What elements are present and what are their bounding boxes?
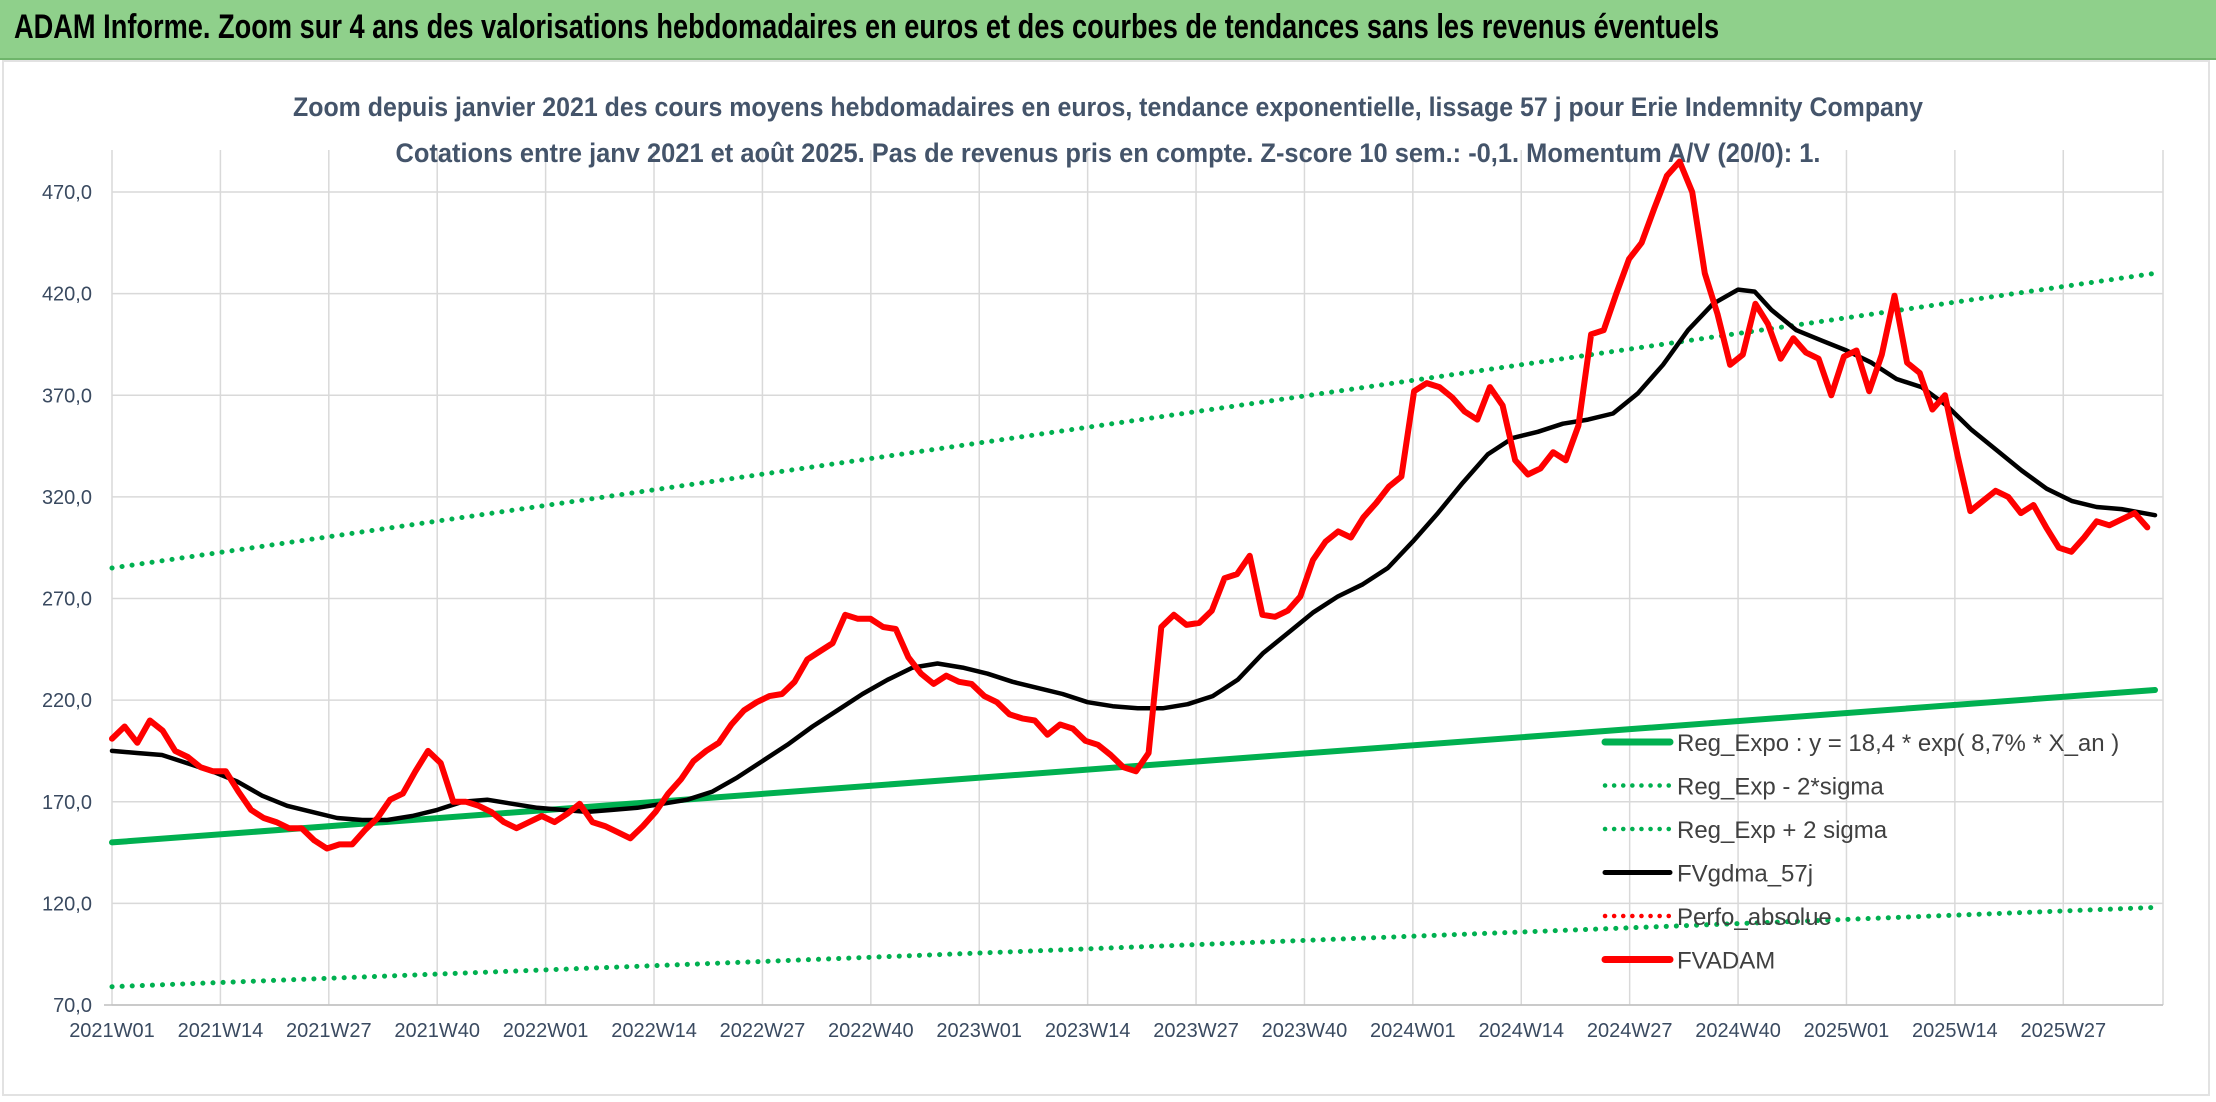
chart-title: Zoom depuis janvier 2021 des cours moyen… — [293, 92, 1923, 122]
grid-layer — [104, 150, 2164, 1006]
y-tick-label: 220,0 — [42, 690, 92, 712]
legend-label: Reg_Exp - 2*sigma — [1677, 774, 1884, 801]
legend-label: Reg_Exp + 2 sigma — [1677, 817, 1888, 844]
x-tick-label: 2023W40 — [1262, 1020, 1348, 1042]
x-tick-label: 2024W40 — [1695, 1020, 1781, 1042]
chart-subtitle: Cotations entre janv 2021 et août 2025. … — [396, 138, 1821, 168]
x-tick-label: 2022W01 — [503, 1020, 589, 1042]
x-tick-label: 2023W14 — [1045, 1020, 1131, 1042]
y-tick-label: 270,0 — [42, 589, 92, 611]
x-tick-label: 2021W40 — [394, 1020, 480, 1042]
series-line-5 — [109, 158, 2151, 852]
report-banner: ADAM Informe. Zoom sur 4 ans des valoris… — [0, 0, 2216, 60]
legend-label: Perfo_absolue — [1677, 904, 1832, 931]
x-tick-label: 2022W40 — [828, 1020, 914, 1042]
x-tick-label: 2023W27 — [1153, 1020, 1239, 1042]
y-tick-label: 70,0 — [53, 995, 92, 1017]
x-tick-label: 2021W27 — [286, 1020, 372, 1042]
x-tick-label: 2024W14 — [1478, 1020, 1564, 1042]
y-axis-ticks: 70,0 120,0 170,0 220,0 270,0 320,0 370,0 420,0 4… — [42, 182, 92, 1017]
x-axis-ticks: 2021W01 2021W14 2021W27 2021W40 2022W01 2022W… — [69, 1020, 2106, 1042]
y-tick-label: 320,0 — [42, 487, 92, 509]
x-tick-label: 2022W27 — [720, 1020, 806, 1042]
y-tick-label: 420,0 — [42, 284, 92, 306]
legend: Reg_Expo : y = 18,4 * exp( 8,7% * X_an )… — [1601, 730, 2119, 975]
x-tick-label: 2022W14 — [611, 1020, 697, 1042]
chart-frame — [2, 60, 2210, 1096]
x-tick-label: 2024W27 — [1587, 1020, 1673, 1042]
legend-label: Reg_Expo : y = 18,4 * exp( 8,7% * X_an ) — [1677, 730, 2119, 757]
y-tick-label: 170,0 — [42, 792, 92, 814]
report-title: ADAM Informe. Zoom sur 4 ans des valoris… — [14, 8, 1720, 46]
series-layer — [109, 158, 2158, 990]
legend-label: FVgdma_57j — [1677, 861, 1813, 888]
x-tick-label: 2021W01 — [69, 1020, 155, 1042]
series-line-0 — [109, 687, 2158, 846]
legend-label: FVADAM — [1677, 948, 1775, 975]
y-tick-label: 370,0 — [42, 385, 92, 407]
x-tick-label: 2025W14 — [1912, 1020, 1998, 1042]
y-tick-label: 470,0 — [42, 182, 92, 204]
x-tick-label: 2021W14 — [178, 1020, 264, 1042]
x-tick-label: 2025W01 — [1804, 1020, 1890, 1042]
x-tick-label: 2025W27 — [2020, 1020, 2106, 1042]
x-tick-label: 2024W01 — [1370, 1020, 1456, 1042]
series-line-2 — [109, 270, 2158, 571]
x-tick-label: 2023W01 — [936, 1020, 1022, 1042]
y-tick-label: 120,0 — [42, 893, 92, 915]
series-line-1 — [109, 904, 2158, 990]
